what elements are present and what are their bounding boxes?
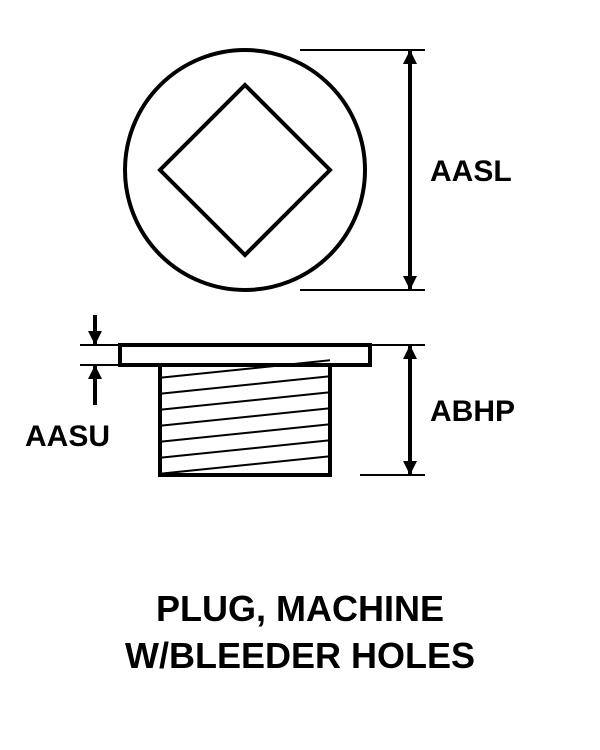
dimension-label-abhp: ABHP — [430, 395, 515, 429]
title-line-1: PLUG, MACHINE — [0, 586, 600, 633]
title-line-2: W/BLEEDER HOLES — [0, 633, 600, 680]
diagram-title: PLUG, MACHINE W/BLEEDER HOLES — [0, 586, 600, 680]
dimension-label-aasu: AASU — [25, 420, 110, 454]
dimension-label-aasl: AASL — [430, 155, 512, 189]
